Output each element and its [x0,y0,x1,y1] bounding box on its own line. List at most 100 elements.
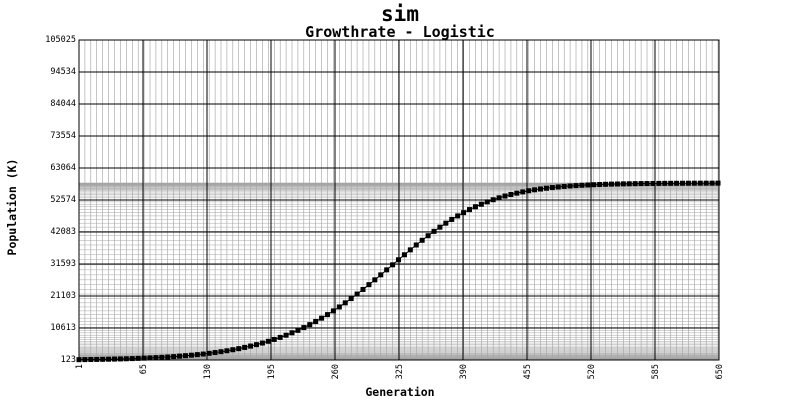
data-point [579,182,585,188]
data-point [123,356,129,362]
data-point [390,262,396,268]
data-point [194,352,200,358]
data-point [348,296,354,302]
data-point [691,180,697,186]
data-point [419,237,425,243]
data-point [609,181,615,187]
x-tick-label: 195 [267,364,277,379]
data-point [188,352,194,358]
data-point [443,220,449,226]
data-point [561,183,567,189]
data-point [372,277,378,283]
data-point [650,180,656,186]
data-point [76,357,82,363]
data-point [94,356,100,362]
data-point [478,201,484,207]
data-point [467,207,473,213]
data-point [484,199,490,205]
data-point [153,355,159,361]
data-point [591,182,597,188]
data-point [697,180,703,186]
data-point [129,356,135,362]
data-point [674,180,680,186]
x-tick-label: 650 [715,364,725,379]
data-point [378,272,384,278]
data-point [502,193,508,199]
plot-frame [78,39,720,361]
data-point [307,322,313,328]
data-point [248,343,254,349]
data-point [171,354,177,360]
x-tick-label: 455 [523,364,533,379]
population-series [76,180,721,363]
data-point [224,348,230,354]
data-point [319,315,325,321]
data-point [532,187,538,193]
data-point [520,189,526,195]
data-point [106,356,112,362]
data-point [117,356,123,362]
y-tick-label: 73554 [50,131,76,141]
data-point [425,233,431,239]
data-point [295,327,301,333]
x-tick-label: 390 [459,364,469,379]
data-point [112,356,118,362]
y-tick-label: 52574 [50,195,76,205]
data-point [354,291,360,297]
data-point [236,346,242,352]
data-point [265,338,271,344]
x-tick-labels: 1 65 130 195 260 325 390 455 520 585 650 [75,364,725,379]
data-point [715,180,721,186]
data-point [177,353,183,359]
data-point [200,351,206,357]
data-point [514,190,520,196]
data-point [230,347,236,353]
data-point [360,286,366,292]
data-point [597,181,603,187]
data-point [555,184,561,190]
data-point [206,350,212,356]
data-point [407,247,413,253]
data-point [644,181,650,187]
data-point [396,257,402,263]
y-tick-label: 10613 [50,323,76,333]
data-point [603,181,609,187]
data-point [301,325,307,331]
x-tick-label: 325 [395,364,405,379]
data-point [455,213,461,219]
data-point [165,354,171,360]
data-point [472,204,478,210]
data-point [614,181,620,187]
data-point [538,186,544,192]
y-tick-label: 21103 [50,291,76,301]
data-point [543,185,549,191]
x-axis-label: Generation [365,385,434,399]
data-point [709,180,715,186]
data-point [685,180,691,186]
data-point [159,354,165,360]
data-point [325,312,331,318]
data-point [135,355,141,361]
data-point [461,210,467,216]
data-point [585,182,591,188]
data-point [431,228,437,234]
y-tick-label: 31593 [50,259,76,269]
data-point [218,349,224,355]
data-point [330,308,336,314]
data-point [567,183,573,189]
data-point [656,180,662,186]
data-point [212,350,218,356]
data-point [437,224,443,230]
data-point [183,353,189,359]
data-point [277,334,283,340]
x-tick-label: 1 [75,364,85,369]
data-point [313,319,319,325]
y-tick-label: 42083 [50,227,76,237]
data-point [508,192,514,198]
data-point [289,330,295,336]
major-grid [79,40,719,360]
y-tick-labels: 123 10613 21103 31593 42083 52574 63064 73554 84… [45,35,76,365]
data-point [384,267,390,273]
x-tick-label: 130 [203,364,213,379]
